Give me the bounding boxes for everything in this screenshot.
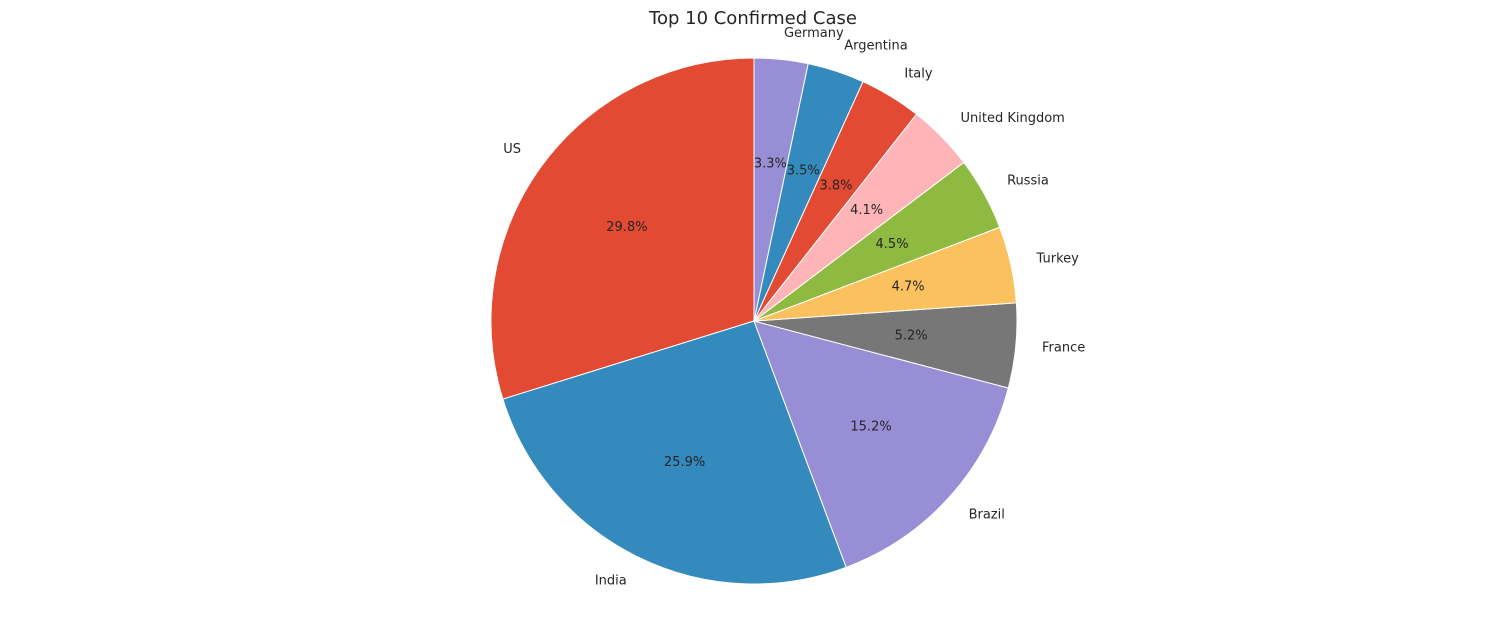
- slice-label-india: India: [595, 573, 627, 588]
- slice-labels-layer: US India Brazil France Turkey Russia United Ki…: [503, 26, 1085, 589]
- percent-label-us: 29.8%: [606, 220, 647, 235]
- slice-label-united-kingdom: United Kingdom: [960, 111, 1064, 126]
- percent-label-india: 25.9%: [664, 455, 705, 470]
- slice-label-argentina: Argentina: [844, 39, 907, 54]
- percent-label-brazil: 15.2%: [850, 419, 891, 434]
- slice-label-turkey: Turkey: [1036, 251, 1080, 266]
- percent-labels-layer: 29.8% 25.9% 15.2% 5.2% 4.7% 4.5% 4.1% 3.8%3.5%3…: [606, 157, 927, 471]
- slices-layer: [490, 57, 1018, 585]
- pie-slice-india: [502, 320, 847, 585]
- percent-label-germany: 3.3%: [754, 157, 787, 172]
- percent-label-russia: 4.5%: [876, 237, 909, 252]
- chart-title: Top 10 Confirmed Case: [648, 8, 857, 29]
- slice-label-us: US: [503, 142, 521, 157]
- slice-label-germany: Germany: [784, 26, 844, 41]
- percent-label-argentina: 3.5%: [787, 164, 820, 179]
- slice-label-france: France: [1042, 341, 1085, 356]
- percent-label-france: 5.2%: [895, 328, 928, 343]
- pie-slice-brazil: [753, 320, 1009, 568]
- percent-label-italy: 3.8%: [820, 179, 853, 194]
- percent-label-turkey: 4.7%: [892, 280, 925, 295]
- percent-label-united-kingdom: 4.1%: [850, 203, 883, 218]
- pie-slice-us: [490, 57, 755, 400]
- pie-slice-germany: [753, 57, 809, 322]
- slice-label-russia: Russia: [1007, 173, 1049, 188]
- slice-label-italy: Italy: [904, 66, 933, 81]
- slice-label-brazil: Brazil: [969, 508, 1005, 523]
